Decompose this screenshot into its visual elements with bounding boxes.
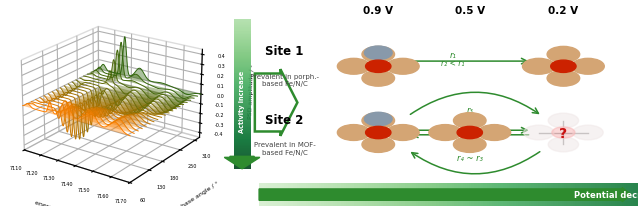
Circle shape (573, 125, 603, 140)
Circle shape (337, 59, 370, 75)
Circle shape (522, 59, 555, 75)
Circle shape (362, 47, 394, 63)
Text: r₂ < r₁: r₂ < r₁ (441, 58, 465, 67)
FancyArrow shape (255, 70, 298, 136)
Circle shape (547, 47, 580, 63)
Circle shape (364, 113, 392, 126)
Text: Prevalent in porph.-
based Fe/N/C: Prevalent in porph.- based Fe/N/C (250, 74, 319, 87)
Circle shape (429, 125, 461, 141)
Circle shape (548, 137, 579, 152)
Circle shape (337, 125, 370, 141)
Circle shape (387, 125, 419, 141)
Circle shape (365, 61, 391, 73)
Text: Site 1: Site 1 (266, 45, 304, 58)
X-axis label: energy / eV: energy / eV (34, 199, 70, 206)
Text: r₁: r₁ (449, 51, 456, 60)
Circle shape (524, 125, 554, 140)
Text: Site 2: Site 2 (266, 113, 304, 126)
Text: r₃: r₃ (467, 106, 473, 115)
Text: Activity increase: Activity increase (239, 70, 245, 132)
Circle shape (362, 71, 394, 87)
Text: 0.9 V: 0.9 V (364, 6, 393, 16)
Circle shape (547, 71, 580, 87)
Circle shape (548, 114, 579, 128)
Circle shape (454, 113, 486, 129)
Y-axis label: phase angle / °: phase angle / ° (177, 180, 220, 206)
Circle shape (454, 137, 486, 153)
Circle shape (457, 127, 483, 139)
Circle shape (365, 127, 391, 139)
Circle shape (362, 113, 394, 129)
Circle shape (364, 47, 392, 60)
Text: Potential decrease: Potential decrease (574, 190, 640, 199)
Circle shape (387, 59, 419, 75)
Text: ?: ? (559, 126, 568, 140)
Circle shape (572, 59, 604, 75)
Text: r₄ ~ r₃: r₄ ~ r₃ (457, 153, 483, 162)
FancyArrow shape (259, 188, 632, 202)
Text: 0.2 V: 0.2 V (548, 6, 579, 16)
Text: Prevalent in MOF-
based Fe/N/C: Prevalent in MOF- based Fe/N/C (253, 142, 316, 155)
Circle shape (552, 127, 575, 138)
FancyArrow shape (224, 157, 260, 169)
Text: 0.5 V: 0.5 V (454, 6, 485, 16)
Circle shape (362, 137, 394, 153)
Circle shape (551, 61, 576, 73)
Circle shape (478, 125, 511, 141)
